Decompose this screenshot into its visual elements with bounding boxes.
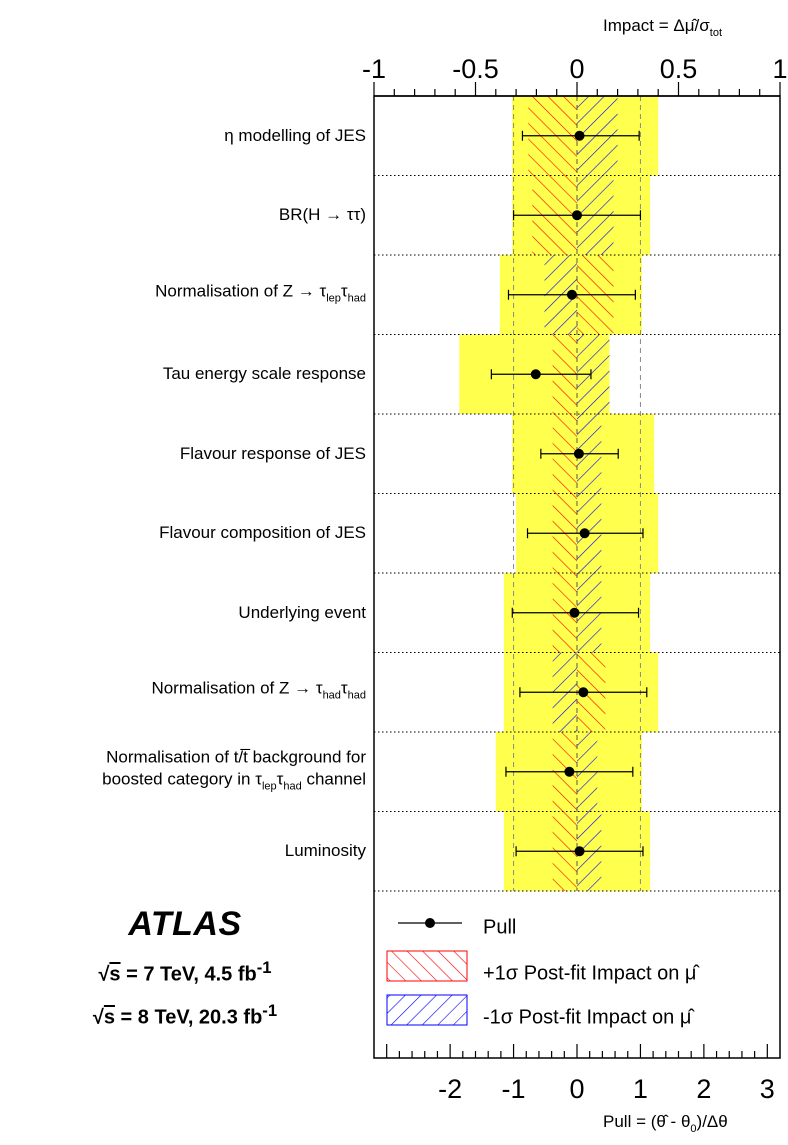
atlas-info: ATLAS √s = 7 TeV, 4.5 fb-1 √s = 8 TeV, 2… <box>0 905 370 1029</box>
np-label-text: τ <box>340 281 348 301</box>
legend-pull-label: Pull <box>483 916 517 939</box>
np-label: BR(H → ττ) <box>279 204 366 226</box>
np-label: Luminosity <box>285 840 366 862</box>
np-label: Flavour composition of JES <box>159 522 366 544</box>
np-label-subscript: had <box>347 292 366 305</box>
np-label-line: Underlying event <box>238 602 366 624</box>
np-label-text: Flavour response of JES <box>179 443 366 463</box>
np-label: Normalisation of Z → τlepτhad <box>155 280 366 309</box>
np-label-line: Luminosity <box>285 840 366 862</box>
np-label-line: BR(H → ττ) <box>279 204 366 226</box>
np-label-text: Normalisation of Z → τ <box>151 678 323 698</box>
pull-point <box>566 289 577 300</box>
np-label-text: Tau energy scale response <box>162 364 366 384</box>
top-tick-label: 0.5 <box>660 54 698 84</box>
bottom-tick-label: 2 <box>696 1074 711 1104</box>
np-label-text: boosted category in τ <box>102 769 262 789</box>
pull-point <box>564 766 575 777</box>
np-label-line: Flavour response of JES <box>180 443 366 465</box>
top-axis-title: Impact = Δμ̂/σtot <box>603 16 722 39</box>
bottom-tick-label: 3 <box>760 1074 775 1104</box>
pull-point <box>572 210 582 221</box>
np-label-line: η modelling of JES <box>224 125 366 147</box>
np-label-line: Tau energy scale response <box>163 363 366 385</box>
np-label: Normalisation of Z → τhadτhad <box>151 678 366 707</box>
pull-point <box>579 528 590 539</box>
np-label-text: Normalisation of Z → τ <box>155 281 327 301</box>
legend-minus-label: -1σ Post-fit Impact on μ̂ <box>483 1006 692 1029</box>
np-label: Flavour response of JES <box>180 443 366 465</box>
pull-point <box>573 448 584 459</box>
np-label-subscript: had <box>347 689 366 702</box>
np-label-text: Luminosity <box>284 841 366 861</box>
np-label: Underlying event <box>238 602 366 624</box>
energy-line-8tev: √s = 8 TeV, 20.3 fb-1 <box>92 1000 278 1029</box>
top-tick-label: -0.5 <box>452 54 499 84</box>
np-label-text: η modelling of JES <box>224 125 366 145</box>
np-label-subscript: had <box>283 780 302 793</box>
np-label-line: boosted category in τlepτhad channel <box>102 768 366 797</box>
np-label-text: Flavour composition of JES <box>159 523 366 543</box>
np-label-subscript: lep <box>326 292 341 305</box>
pull-point <box>578 687 589 698</box>
legend-minus-swatch <box>386 994 468 1026</box>
pull-point <box>530 369 541 380</box>
bottom-axis-title: Pull = (θ̂ - θ0)/Δθ <box>603 1112 728 1135</box>
legend-pull-marker <box>425 918 435 928</box>
top-tick-label: 0 <box>569 54 584 84</box>
legend-plus-swatch <box>386 950 468 982</box>
pull-point <box>574 846 585 857</box>
np-label-text: BR(H → ττ) <box>278 205 366 225</box>
np-label-text: Underlying event <box>238 602 366 622</box>
np-label-text: τ <box>276 769 284 789</box>
np-label: Normalisation of t/t̅ background for boos… <box>102 746 366 797</box>
bottom-tick-label: -1 <box>502 1074 526 1104</box>
pull-point <box>574 130 585 141</box>
top-tick-label: -1 <box>362 54 386 84</box>
np-label-subscript: lep <box>261 780 277 793</box>
bottom-tick-label: 0 <box>569 1074 584 1104</box>
energy-line-7tev: √s = 7 TeV, 4.5 fb-1 <box>98 958 272 986</box>
np-label-text: τ <box>340 678 348 698</box>
np-label-text: Normalisation of t/t̅ background for <box>106 747 366 767</box>
legend-plus-label: +1σ Post-fit Impact on μ̂ <box>483 962 697 985</box>
pull-point <box>569 607 580 618</box>
np-label: Tau energy scale response <box>163 363 366 385</box>
bottom-tick-label: -2 <box>438 1074 462 1104</box>
bottom-tick-label: 1 <box>633 1074 648 1104</box>
top-tick-label: 1 <box>772 54 787 84</box>
np-label-line: Normalisation of Z → τhadτhad <box>151 678 366 707</box>
atlas-label: ATLAS <box>128 905 242 943</box>
np-label-subscript: had <box>322 689 341 702</box>
np-label-line: Normalisation of Z → τlepτhad <box>155 280 366 309</box>
np-label-line: Flavour composition of JES <box>159 522 366 544</box>
np-label: η modelling of JES <box>224 125 366 147</box>
np-label-text: channel <box>301 769 366 789</box>
np-label-line: Normalisation of t/t̅ background for <box>102 746 366 768</box>
